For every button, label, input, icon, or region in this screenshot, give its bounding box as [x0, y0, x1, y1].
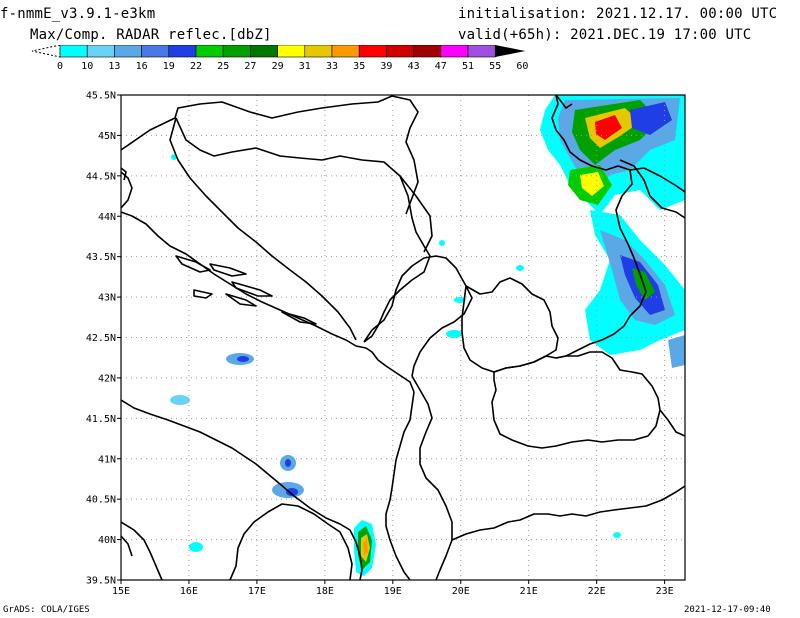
initialisation-time: initialisation: 2021.12.17. 00:00 UTC — [458, 6, 778, 22]
echo-sw3 — [189, 542, 203, 552]
lat-label: 40.5N — [86, 495, 116, 506]
bosnia-west — [169, 117, 357, 341]
echo-bosnia-in — [237, 356, 249, 362]
colorbar-tick-label: 55 — [489, 61, 501, 72]
bosnia-border — [175, 117, 431, 343]
albania-coast — [385, 391, 415, 580]
footer-credit: GrADS: COLA/IGES — [3, 605, 90, 615]
lat-label: 41N — [98, 454, 116, 465]
lat-label: 44.5N — [86, 171, 116, 182]
greece-border — [451, 485, 685, 541]
colorbar-tick-label: 35 — [353, 61, 365, 72]
echo-sw1-in — [285, 459, 291, 467]
lat-label: 44N — [98, 212, 116, 223]
italy-coast — [121, 399, 363, 580]
lon-label: 15E — [112, 586, 130, 597]
lat-label: 42.5N — [86, 333, 116, 344]
colorbar-tick-label: 22 — [190, 61, 202, 72]
echo-adriatic — [170, 395, 190, 405]
macedonia — [491, 351, 661, 449]
colorbar-tick-label: 31 — [299, 61, 311, 72]
lon-label: 16E — [180, 586, 198, 597]
colorbar-tick-label: 33 — [326, 61, 338, 72]
colorbar-tick-label: 19 — [163, 61, 175, 72]
danube-ne — [555, 95, 685, 219]
kosovo — [461, 277, 559, 373]
lon-label: 21E — [520, 586, 538, 597]
drina — [399, 175, 433, 253]
colorbar-tick-label: 10 — [81, 61, 93, 72]
echo-ne-red — [595, 115, 622, 140]
valid-time: valid(+65h): 2021.DEC.19 17:00 UTC — [458, 27, 752, 43]
island-6 — [225, 293, 257, 307]
serbia-bulgaria — [551, 95, 647, 359]
echo-mid2 — [446, 330, 462, 338]
lat-label: 45N — [98, 131, 116, 142]
lon-label: 22E — [588, 586, 606, 597]
lon-label: 19E — [384, 586, 402, 597]
colorbar-tick-label: 47 — [435, 61, 447, 72]
lat-label: 45.5N — [86, 91, 116, 102]
lon-label: 23E — [656, 586, 674, 597]
colorbar-tick-label: 39 — [380, 61, 392, 72]
bulgaria-n — [629, 167, 685, 193]
echo-mid3 — [516, 265, 524, 271]
lat-label: 41.5N — [86, 414, 116, 425]
footer-timestamp: 2021-12-17-09:40 — [684, 605, 771, 615]
croatia-north-border — [121, 95, 419, 215]
island-4 — [281, 311, 317, 325]
product-title: Max/Comp. RADAR reflec.[dbZ] — [30, 27, 272, 43]
lat-label: 43.5N — [86, 252, 116, 263]
coastlines-borders — [121, 95, 685, 580]
italy-peninsula — [121, 535, 133, 557]
bulgaria-border — [659, 409, 685, 437]
radar-echoes — [170, 95, 685, 576]
lat-label: 39.5N — [86, 576, 116, 587]
echo-east-small — [668, 335, 685, 368]
colorbar-tick-label: 51 — [462, 61, 474, 72]
istria-coast — [121, 167, 127, 181]
lon-label: 18E — [316, 586, 334, 597]
model-name: f-nmmE_v3.9.1-e3km — [0, 6, 156, 22]
colorbar-tick-label: 13 — [108, 61, 120, 72]
echo-se — [613, 532, 621, 538]
colorbar-left-arrow — [31, 45, 61, 58]
croatian-coast — [121, 171, 415, 393]
colorbar-tick-label: 43 — [408, 61, 420, 72]
echo-mid4 — [439, 240, 445, 246]
colorbar-right-arrow — [495, 45, 526, 57]
echo-ne-lower-y — [580, 172, 604, 196]
albania-east — [411, 375, 453, 580]
lat-label: 42N — [98, 373, 116, 384]
echo-sw2-in — [286, 488, 298, 496]
lat-label: 40N — [98, 535, 116, 546]
lon-label: 20E — [452, 586, 470, 597]
island-3 — [231, 281, 273, 297]
color-legend: 0 10 13 16 19 22 25 27 29 31 33 35 39 43 47 51 55 60 — [31, 45, 528, 72]
lon-label: 17E — [248, 586, 266, 597]
island-2 — [209, 263, 247, 277]
colorbar-tick-label: 16 — [136, 61, 148, 72]
echo-puglia-o — [363, 540, 368, 556]
colorbar-tick-label: 60 — [516, 61, 528, 72]
island-1 — [175, 255, 211, 273]
italy-gulf — [121, 503, 353, 580]
lat-label: 43N — [98, 293, 116, 304]
colorbar-tick-label: 27 — [244, 61, 256, 72]
colorbar-tick-label: 0 — [57, 61, 63, 72]
island-5 — [193, 289, 213, 299]
echo-ne-blue2 — [630, 102, 672, 135]
colorbar-tick-label: 25 — [217, 61, 229, 72]
echo-mid1 — [454, 297, 466, 303]
montenegro — [363, 255, 473, 377]
colorbar-tick-label: 29 — [272, 61, 284, 72]
